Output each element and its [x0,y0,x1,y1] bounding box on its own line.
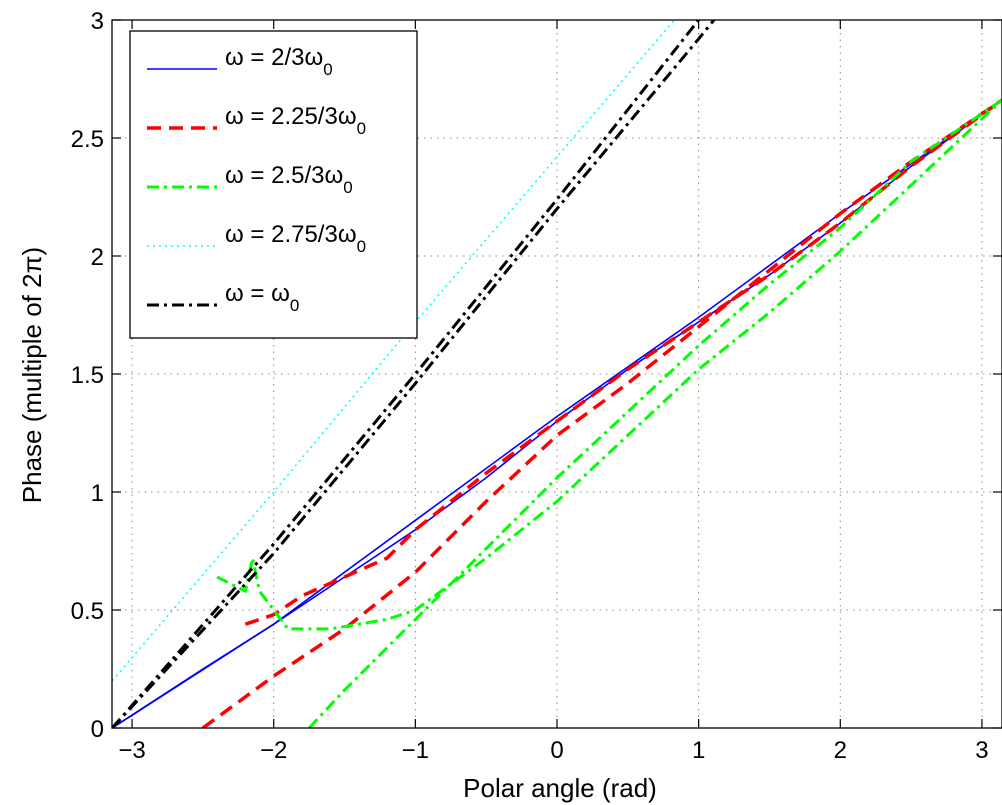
axis-ticks: −3 −2 −1 0 1 2 3 0 0.5 1 1.5 2 2.5 3 [71,8,1002,764]
legend-label-3: ω = 2.5/3ω0 [225,162,353,197]
legend-label-5: ω = ω0 [225,280,299,315]
series-5-curve-1 [112,20,701,728]
y-axis-label-part-2: π [17,255,47,273]
series-3-curve-1 [308,98,1002,728]
y-tick-label: 3 [91,8,104,35]
series-lines [112,20,1002,728]
series-2-curve-1 [201,98,1002,728]
legend-box [129,30,418,339]
x-axis-label: Polar angle (rad) [463,773,657,803]
series-2-curve-2 [244,98,1002,626]
y-tick-label: 0 [91,716,104,743]
legend-label-4: ω = 2.75/3ω0 [225,221,366,256]
y-tick-label: 1.5 [71,362,104,389]
y-tick-label: 0.5 [71,598,104,625]
series-5-curve-2 [112,20,716,728]
x-tick-label: 2 [834,737,847,764]
y-tick-label: 2 [91,244,104,271]
legend-label-1: ω = 2/3ω0 [225,44,333,79]
legend-label-2: ω = 2.25/3ω0 [225,103,366,138]
x-tick-label: 1 [692,737,705,764]
x-tick-label: −3 [118,737,145,764]
x-tick-label: 3 [975,737,988,764]
y-axis-label-part-1: Phase (multiple of 2 [17,273,47,503]
x-tick-label: −2 [260,737,287,764]
legend: ω = 2/3ω0 ω = 2.25/3ω0 ω = 2.5/3ω0 ω = 2.75… [129,30,418,339]
y-axis-label-part-3: ) [17,247,47,256]
y-tick-label: 1 [91,480,104,507]
x-tick-label: −1 [402,737,429,764]
y-tick-label: 2.5 [71,126,104,153]
y-axis-label: Phase (multiple of 2π) [17,247,47,503]
x-tick-label: 0 [550,737,563,764]
